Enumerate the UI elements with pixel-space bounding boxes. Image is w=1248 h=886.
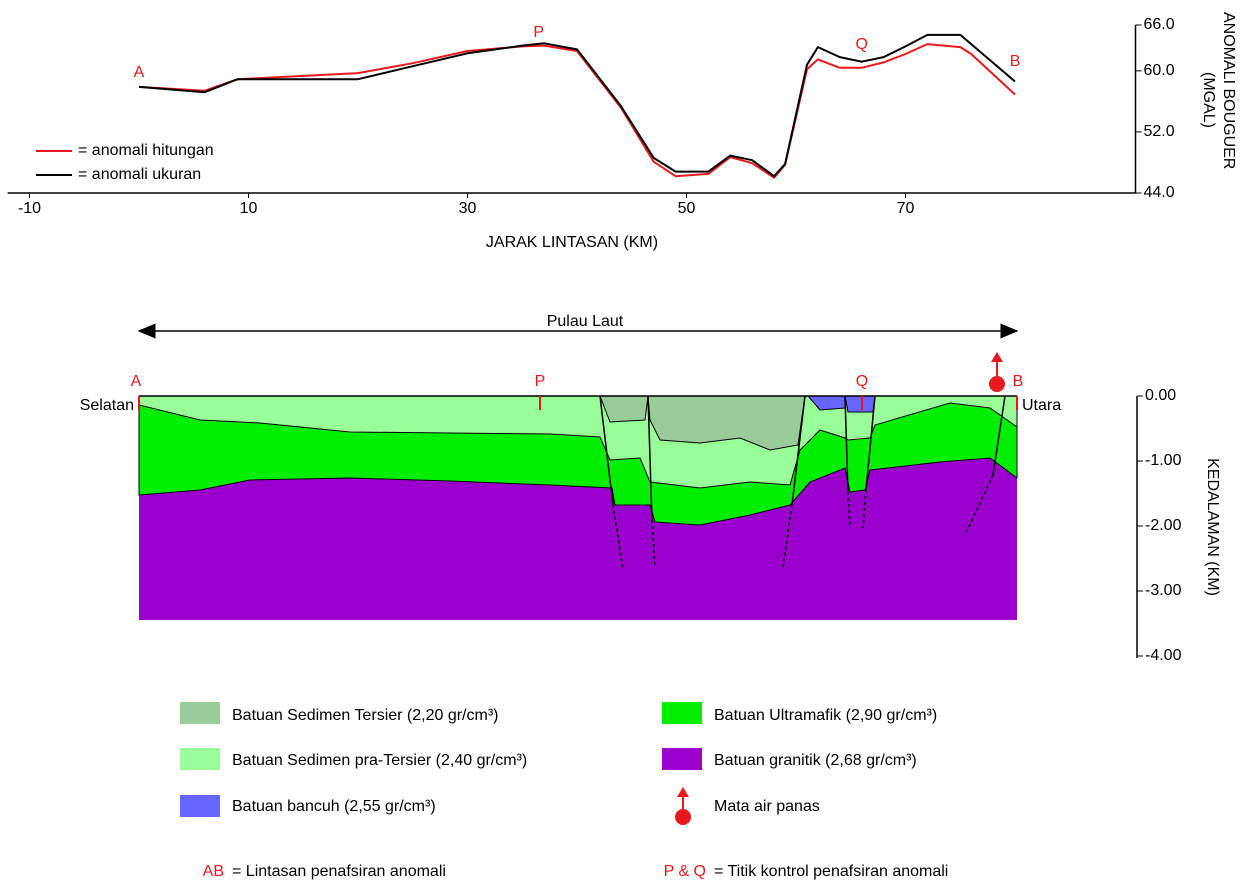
- x-tick-label: 70: [897, 200, 915, 217]
- x-tick-label: 30: [459, 200, 477, 217]
- legend-label: = anomali ukuran: [78, 166, 201, 183]
- section-title: Pulau Laut: [547, 313, 624, 330]
- faults: [599, 395, 1006, 571]
- swatch: [662, 748, 702, 770]
- legend: Batuan Sedimen Tersier (2,20 gr/cm³) Bat…: [180, 702, 948, 880]
- point-label: B: [1013, 373, 1024, 390]
- legend-text: Batuan granitik (2,68 gr/cm³): [714, 752, 917, 769]
- direction-label: Selatan: [80, 397, 134, 414]
- note-key: AB: [203, 863, 224, 880]
- y-axis-title: (MGAL): [1200, 72, 1217, 128]
- hot-spring-icon: [675, 787, 691, 825]
- point-label: Q: [856, 373, 868, 390]
- direction-label: Utara: [1022, 397, 1061, 414]
- depth-tick-label: -1.00: [1145, 452, 1182, 469]
- legend-label: = anomali hitungan: [78, 142, 214, 159]
- marker-label: Q: [856, 36, 868, 53]
- x-axis-title: JARAK LINTASAN (KM): [486, 234, 658, 251]
- marker-label: B: [1010, 53, 1021, 70]
- depth-tick-label: -4.00: [1145, 647, 1182, 664]
- y-axis-title: ANOMALI BOUGUER: [1220, 12, 1237, 169]
- swatch: [180, 795, 220, 817]
- note-text: = Lintasan penafsiran anomali: [232, 863, 446, 880]
- swatch: [662, 702, 702, 724]
- cross-section: Pulau Laut A P Q B Selatan Utara: [80, 313, 1221, 664]
- note-text: = Titik kontrol penafsiran anomali: [714, 863, 948, 880]
- y-tick-label: 60.0: [1144, 62, 1175, 79]
- depth-axis-title: KEDALAMAN (KM): [1204, 458, 1221, 596]
- point-label: A: [131, 373, 142, 390]
- note-key: P & Q: [664, 863, 706, 880]
- hot-spring-icon: [989, 352, 1005, 392]
- y-tick-label: 66.0: [1144, 16, 1175, 33]
- y-tick-label: 52.0: [1144, 123, 1175, 140]
- x-tick-label: 50: [678, 200, 696, 217]
- swatch: [180, 748, 220, 770]
- swatch: [180, 702, 220, 724]
- x-tick-label: 10: [240, 200, 258, 217]
- series-line: [138, 43, 1016, 179]
- y-tick-label: 44.0: [1144, 184, 1175, 201]
- legend-text: Batuan bancuh (2,55 gr/cm³): [232, 798, 436, 815]
- legend-text: Batuan Sedimen pra-Tersier (2,40 gr/cm³): [232, 752, 527, 769]
- depth-tick-label: -3.00: [1145, 582, 1182, 599]
- melange: [844, 395, 876, 413]
- legend-text: Batuan Sedimen Tersier (2,20 gr/cm³): [232, 707, 498, 724]
- series-line: [138, 33, 1016, 178]
- x-tick-label: -10: [18, 200, 41, 217]
- marker-label: P: [533, 24, 544, 41]
- legend-text: Batuan Ultramafik (2,90 gr/cm³): [714, 707, 937, 724]
- depth-tick-label: 0.00: [1145, 387, 1176, 404]
- point-label: P: [535, 373, 546, 390]
- depth-tick-label: -2.00: [1145, 517, 1182, 534]
- legend-text: Mata air panas: [714, 798, 820, 815]
- marker-label: A: [134, 64, 145, 81]
